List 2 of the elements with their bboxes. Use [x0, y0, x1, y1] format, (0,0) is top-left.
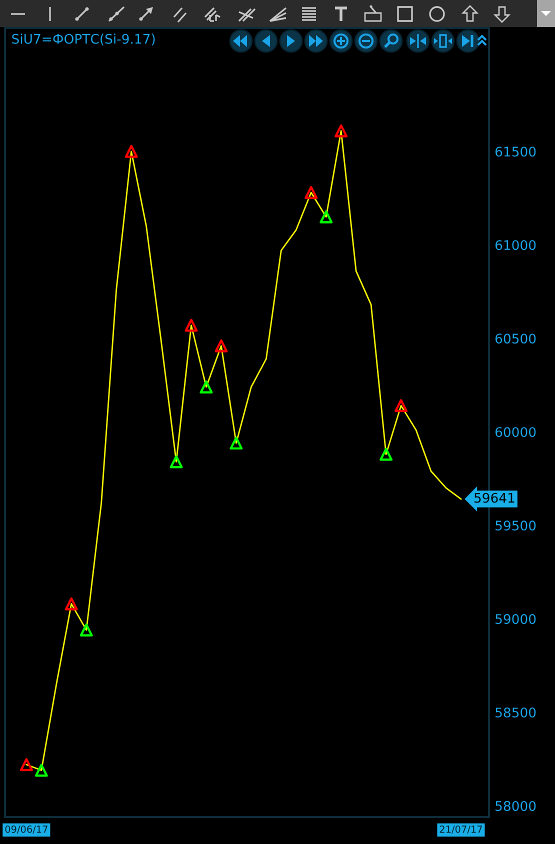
x-tick-label: 09/06/17	[5, 826, 48, 834]
x-tick-label: 21/07/17	[440, 826, 482, 834]
